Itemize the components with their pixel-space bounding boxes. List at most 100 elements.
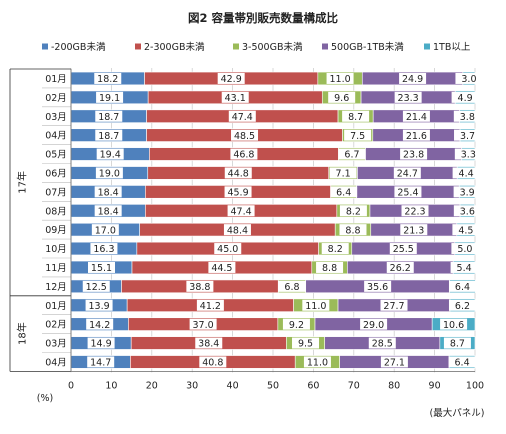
data-label: 8.8 [322,263,337,274]
legend-label: 3-500GB未満 [242,41,303,53]
legend-label: -200GB未満 [51,41,106,53]
data-label: 22.3 [404,206,425,217]
category-labels: 01月 02月 03月 04月 05月 06月 07月 08月 09月 10月 11月 12月 01月 0… [45,74,67,369]
data-label: 3.8 [460,112,475,123]
data-label: 14.2 [89,320,110,331]
data-label: 23.8 [403,150,424,161]
category-label: 04月 [45,357,67,368]
data-label: 41.2 [200,301,221,312]
data-label-box [195,337,223,349]
data-label: 47.4 [232,112,253,123]
data-label: 13.9 [88,301,109,312]
chart-title: 図2 容量帯別販売数量構成比 [188,11,339,25]
data-label: 9.5 [298,339,313,350]
data-label-box [94,186,122,198]
data-label-box [330,186,358,198]
category-label: 06月 [45,168,67,179]
data-label: 4.9 [458,93,473,104]
data-label: 44.8 [228,169,249,180]
data-label: 6.2 [455,301,470,312]
data-label-box [278,280,306,292]
category-label: 02月 [45,93,67,104]
data-label-box [380,356,408,368]
data-label: 40.8 [202,358,223,369]
data-label-box [95,110,123,122]
category-label: 10月 [45,244,67,255]
data-label-box [282,318,310,330]
data-label-box [394,186,422,198]
data-label-box [224,186,252,198]
data-label-box [95,167,123,179]
data-label-box [448,356,476,368]
data-label: 4.4 [459,169,474,180]
data-label-box [326,72,354,84]
data-label: 18.7 [98,131,119,142]
category-label: 02月 [45,320,67,331]
data-label: 3.7 [460,131,475,142]
data-label-box [400,224,428,236]
data-label: 8.7 [348,112,363,123]
data-label: 42.9 [221,74,242,85]
data-label-box [443,337,471,349]
data-label: 3.9 [460,187,475,198]
data-label-box [231,129,259,141]
data-label: 18.2 [97,74,118,85]
legend-swatch [42,43,48,50]
category-label: 11月 [45,263,67,274]
data-label-box [217,72,245,84]
year-groups: 17年 18年 [9,68,71,372]
data-label-box [448,299,476,311]
data-label-box [389,243,417,255]
data-label-box [94,205,122,217]
data-label-box [451,91,479,103]
data-label-box [196,299,224,311]
data-label-box [87,356,115,368]
x-axis-unit-label: (%) [37,393,53,404]
data-label: 11.0 [305,301,326,312]
data-label-box [227,205,255,217]
legend-swatch [135,43,141,50]
data-label-box [401,205,429,217]
category-label: 09月 [45,225,67,236]
data-label: 5.0 [457,244,472,255]
data-label: 28.5 [372,339,393,350]
data-label-box [402,129,430,141]
data-label: 6.4 [455,282,470,293]
data-label: 37.0 [193,320,214,331]
data-label: 35.6 [367,282,388,293]
data-label-box [302,299,330,311]
data-label: 3.6 [460,206,475,217]
data-label: 45.9 [227,187,248,198]
data-label: 12.5 [86,282,107,293]
data-label: 10.6 [443,320,464,331]
data-label: 21.3 [403,225,424,236]
data-label-box [453,110,481,122]
data-label: 19.1 [99,93,120,104]
data-label-box [303,356,331,368]
data-label-box [452,167,480,179]
x-tick-label: 80 [388,380,400,391]
legend: -200GB未満 2-300GB未満 3-500GB未満 500GB-1TB未満 1TB… [42,41,471,53]
data-label: 9.6 [334,93,349,104]
data-label-box [85,299,113,311]
data-label: 7.5 [350,131,365,142]
data-label-box [344,129,372,141]
data-label-box [455,72,483,84]
data-label: 17.0 [95,225,116,236]
data-label-box [402,110,430,122]
data-label: 8.8 [345,225,360,236]
data-label: 46.8 [233,150,254,161]
data-label-box [454,129,482,141]
data-label-box [95,129,123,141]
category-label: 03月 [45,339,67,350]
data-label-box [451,243,479,255]
x-tick-label: 20 [146,380,158,391]
data-label-box [328,91,356,103]
legend-swatch [322,43,328,50]
data-label: 27.1 [384,358,405,369]
data-label: 47.4 [231,206,252,217]
data-label-box [380,299,408,311]
data-label: 19.0 [99,169,120,180]
data-label-box [223,224,251,236]
